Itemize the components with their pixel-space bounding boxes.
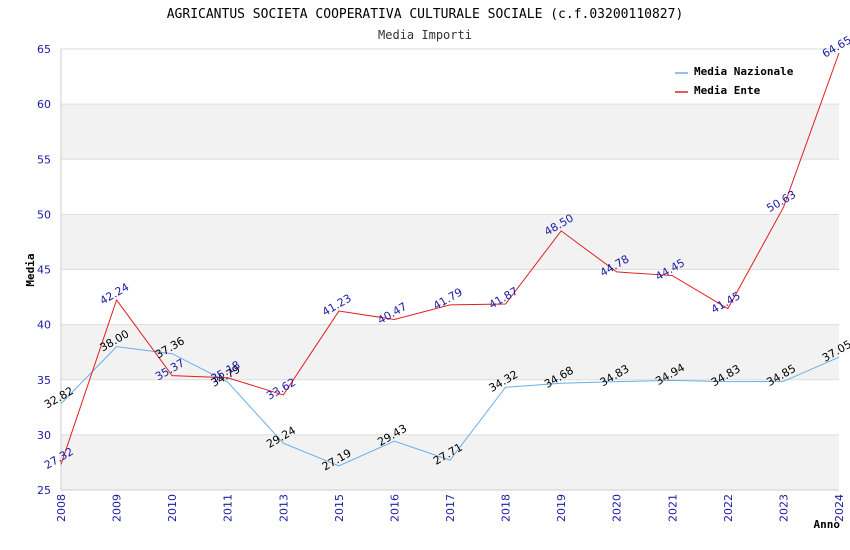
grid-band [61,214,839,270]
y-tick-label: 45 [37,264,51,277]
x-tick-label: 2022 [722,494,735,522]
y-tick-label: 65 [37,43,51,56]
x-tick-label: 2023 [777,494,790,522]
grid-band [61,324,839,380]
x-tick-label: 2011 [222,494,235,522]
x-tick-label: 2018 [500,494,513,522]
y-tick-label: 50 [37,208,51,221]
chart-title: AGRICANTUS SOCIETA COOPERATIVA CULTURALE… [167,7,684,22]
grid-band [61,104,839,160]
legend-box [669,60,809,102]
data-label-media-ente: 41.45 [709,289,743,316]
y-tick-label: 40 [37,319,51,332]
x-axis-ticks: 2008 2009 2010 2011 2013 2015 2016 2017 2018 2019… [55,494,846,522]
x-tick-label: 2020 [611,494,624,522]
legend: Media Nazionale Media Ente [669,60,809,102]
x-tick-label: 2024 [833,494,846,522]
data-label-media-ente: 64.65 [820,33,850,60]
grid-band [61,434,839,490]
legend-label-media-ente: Media Ente [694,84,761,97]
data-label-media-nazionale: 32.82 [42,384,76,411]
data-label-media-ente: 41.87 [487,285,521,312]
x-tick-label: 2017 [444,494,457,522]
series-lines [60,52,840,467]
data-label-media-ente: 40.47 [375,300,409,327]
y-axis-ticks: 25 30 35 40 45 50 55 60 65 [37,43,51,497]
legend-label-media-nazionale: Media Nazionale [694,65,794,78]
y-tick-label: 30 [37,429,51,442]
y-axis-label: Media [24,253,37,286]
series-line-media-ente [60,52,840,465]
x-tick-label: 2015 [333,494,346,522]
data-label-media-ente: 41.79 [431,285,465,312]
x-tick-label: 2021 [666,494,679,522]
x-tick-label: 2016 [388,494,401,522]
x-tick-label: 2008 [55,494,68,522]
x-tick-label: 2013 [277,494,290,522]
y-tick-label: 55 [37,153,51,166]
grid-bands [61,104,839,490]
x-tick-label: 2019 [555,494,568,522]
grid-lines [60,48,839,491]
y-tick-label: 60 [37,98,51,111]
x-axis-label: Anno [814,518,841,531]
y-tick-label: 25 [37,484,51,497]
y-tick-label: 35 [37,374,51,387]
x-tick-label: 2010 [166,494,179,522]
data-label-media-ente: 42.24 [98,280,132,307]
series-line-media-nazionale [60,346,840,467]
x-tick-label: 2009 [111,494,124,522]
chart-subtitle: Media Importi [378,28,472,42]
